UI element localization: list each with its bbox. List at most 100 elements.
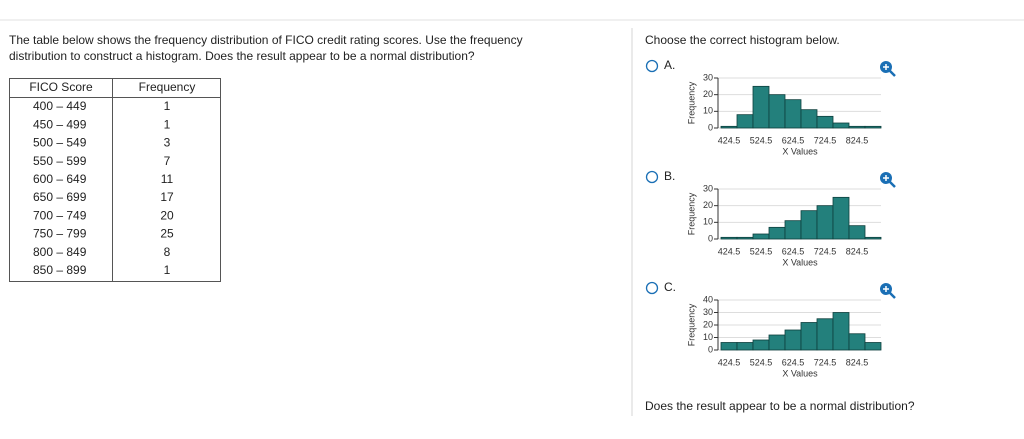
y-tick-label: 0	[708, 233, 713, 243]
histogram-bar	[752, 85, 770, 129]
histogram-bar	[768, 334, 786, 351]
y-tick-label: 30	[703, 307, 713, 317]
zoom-icon-handle	[889, 181, 896, 188]
histogram-bar	[768, 226, 786, 240]
table-cell: 25	[160, 227, 174, 241]
table-cell: 1	[164, 263, 171, 277]
x-tick-label: 424.5	[718, 135, 741, 145]
y-axis-label: Frequency	[686, 192, 696, 235]
x-tick-label: 824.5	[846, 357, 869, 367]
question-text: distribution to construct a histogram. D…	[9, 49, 475, 63]
option-label: B.	[664, 169, 675, 183]
histogram-bar	[720, 342, 738, 351]
table-cell: 1	[164, 117, 171, 131]
y-tick-label: 20	[703, 200, 713, 210]
x-tick-label: 524.5	[750, 357, 773, 367]
histogram-bar	[832, 312, 850, 351]
table-cell: 20	[160, 208, 174, 222]
table-cell: 700 – 749	[33, 208, 87, 222]
y-tick-label: 20	[703, 89, 713, 99]
table-cell: 600 – 649	[33, 172, 87, 186]
zoom-icon-plus	[883, 64, 889, 70]
table-cell: 1	[164, 99, 171, 113]
table-cell: 550 – 599	[33, 154, 87, 168]
histogram-bar	[848, 225, 866, 240]
table-header: FICO Score	[29, 80, 93, 94]
histogram-bar	[864, 342, 882, 351]
table-cell: 850 – 899	[33, 263, 87, 277]
histogram-bar	[848, 125, 866, 129]
option-label: C.	[664, 280, 676, 294]
x-tick-label: 824.5	[846, 246, 869, 256]
radio-button[interactable]	[645, 281, 659, 295]
radio-button[interactable]	[645, 59, 659, 73]
question-text: The table below shows the frequency dist…	[9, 33, 523, 47]
followup-question: Does the result appear to be a normal di…	[645, 399, 915, 413]
table-cell: 17	[160, 190, 174, 204]
x-tick-label: 424.5	[718, 357, 741, 367]
histogram-bar	[800, 322, 818, 351]
histogram-bar	[784, 220, 802, 240]
table-cell: 11	[161, 172, 174, 186]
histogram-bar	[752, 339, 770, 351]
histogram-bar	[752, 233, 770, 240]
y-tick-label: 10	[703, 217, 713, 227]
histogram-bar	[800, 210, 818, 240]
y-tick-label: 10	[703, 106, 713, 116]
histogram-bar	[832, 122, 850, 129]
histogram-bar	[720, 236, 738, 240]
table-cell: 450 – 499	[33, 117, 87, 131]
zoom-icon-handle	[889, 70, 896, 77]
option-label: A.	[664, 58, 675, 72]
histogram-bar	[832, 196, 850, 240]
y-axis-label: Frequency	[686, 81, 696, 124]
x-tick-label: 724.5	[814, 246, 837, 256]
histogram-bar	[784, 99, 802, 129]
table-cell: 750 – 799	[33, 227, 87, 241]
y-tick-label: 10	[703, 332, 713, 342]
x-tick-label: 624.5	[782, 246, 805, 256]
zoom-icon-plus	[883, 175, 889, 181]
histogram-bar	[784, 329, 802, 351]
table-cell: 500 – 549	[33, 136, 87, 150]
x-tick-label: 424.5	[718, 246, 741, 256]
zoom-icon-plus	[883, 286, 889, 292]
table-header: Frequency	[139, 80, 196, 94]
histogram-bar	[720, 125, 738, 129]
histogram-bar	[736, 114, 754, 129]
table-cell: 8	[164, 245, 171, 259]
y-tick-label: 20	[703, 319, 713, 329]
histogram-bar	[816, 115, 834, 129]
table-cell: 650 – 699	[33, 190, 87, 204]
x-tick-label: 524.5	[750, 135, 773, 145]
x-axis-label: X Values	[782, 146, 818, 156]
y-tick-label: 30	[703, 183, 713, 193]
choice-prompt: Choose the correct histogram below.	[645, 33, 840, 47]
x-tick-label: 524.5	[750, 246, 773, 256]
y-tick-label: 30	[703, 72, 713, 82]
x-tick-label: 624.5	[782, 135, 805, 145]
y-tick-label: 0	[708, 122, 713, 132]
table-frame	[9, 78, 221, 282]
histogram-bar	[800, 109, 818, 129]
histogram-bar	[768, 94, 786, 129]
x-tick-label: 824.5	[846, 135, 869, 145]
table-cell: 400 – 449	[33, 99, 87, 113]
histogram-bar	[848, 333, 866, 351]
x-tick-label: 724.5	[814, 357, 837, 367]
radio-button[interactable]	[645, 170, 659, 184]
histogram-bar	[864, 236, 882, 240]
x-axis-label: X Values	[782, 368, 818, 378]
y-tick-label: 40	[703, 294, 713, 304]
table-cell: 3	[164, 136, 171, 150]
y-axis-label: Frequency	[686, 303, 696, 346]
y-tick-label: 0	[708, 344, 713, 354]
x-tick-label: 624.5	[782, 357, 805, 367]
table-cell: 7	[164, 154, 171, 168]
table-cell: 800 – 849	[33, 245, 87, 259]
histogram-bar	[736, 342, 754, 351]
histogram-bar	[736, 236, 754, 240]
x-axis-label: X Values	[782, 257, 818, 267]
zoom-icon-handle	[889, 292, 896, 299]
